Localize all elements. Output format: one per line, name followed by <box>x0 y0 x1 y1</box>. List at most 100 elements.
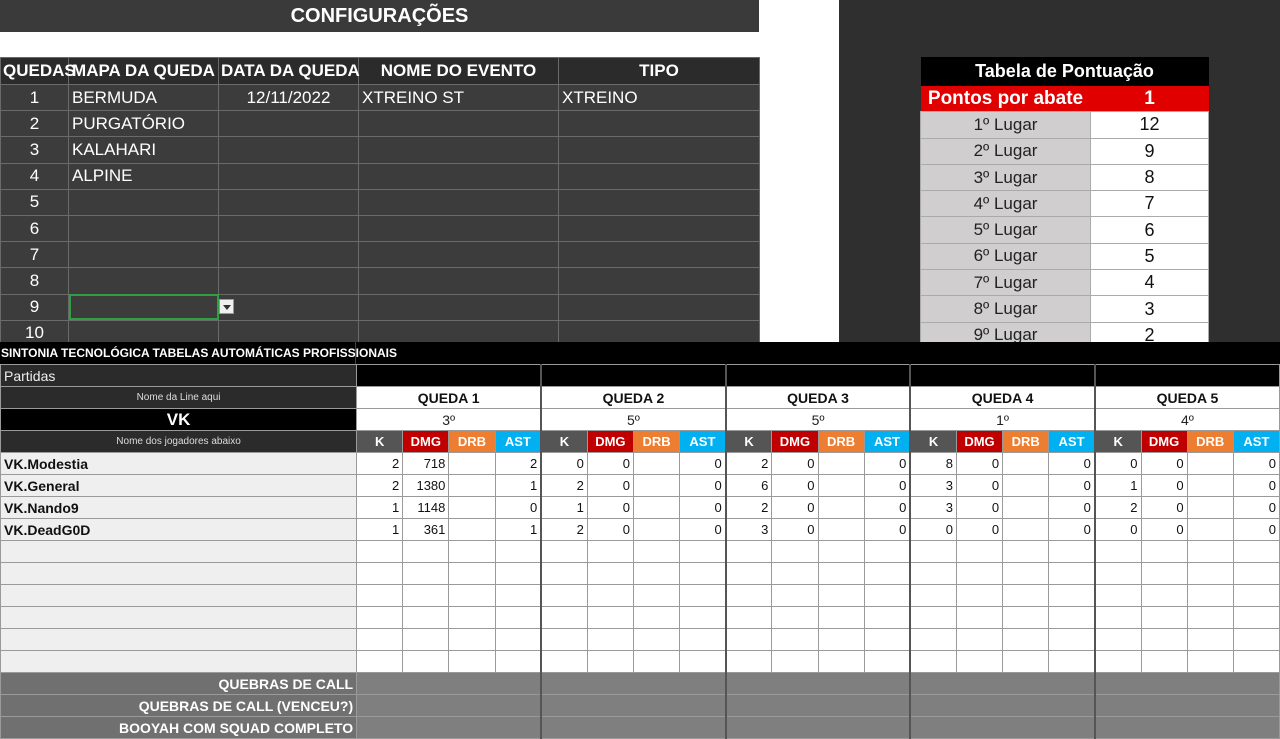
footer-cell[interactable] <box>724 672 911 695</box>
stat-cell[interactable] <box>632 540 681 563</box>
stat-cell[interactable] <box>448 584 496 607</box>
player-drb[interactable] <box>632 496 681 519</box>
player-assists[interactable]: 0 <box>1048 496 1096 519</box>
player-kills[interactable]: 2 <box>724 496 773 519</box>
config-map-cell[interactable]: ALPINE <box>68 162 219 190</box>
player-kills[interactable]: 0 <box>540 452 588 475</box>
player-drb[interactable] <box>1002 452 1050 475</box>
stat-cell[interactable] <box>771 628 819 651</box>
player-drb[interactable] <box>448 452 496 475</box>
stat-cell[interactable] <box>1048 650 1096 673</box>
player-damage[interactable]: 0 <box>586 496 634 519</box>
place-points[interactable]: 5 <box>1090 242 1209 271</box>
player-kills[interactable]: 2 <box>356 474 404 497</box>
config-event-cell[interactable] <box>358 241 559 269</box>
stat-cell[interactable] <box>771 606 819 629</box>
player-name[interactable] <box>0 606 358 629</box>
stat-cell[interactable] <box>955 540 1004 563</box>
stat-cell[interactable] <box>448 606 496 629</box>
config-queda-number[interactable]: 9 <box>0 293 69 321</box>
player-drb[interactable] <box>1002 496 1050 519</box>
config-queda-number[interactable]: 2 <box>0 110 69 138</box>
stat-cell[interactable] <box>586 562 634 585</box>
stat-cell[interactable] <box>632 606 681 629</box>
stat-cell[interactable] <box>909 628 957 651</box>
stat-cell[interactable] <box>1140 606 1188 629</box>
player-assists[interactable]: 1 <box>494 474 542 497</box>
stat-cell[interactable] <box>1002 606 1050 629</box>
player-assists[interactable]: 0 <box>1232 474 1280 497</box>
stat-cell[interactable] <box>679 650 727 673</box>
player-drb[interactable] <box>817 452 865 475</box>
config-queda-number[interactable]: 7 <box>0 241 69 269</box>
stat-cell[interactable] <box>1232 540 1280 563</box>
player-assists[interactable]: 0 <box>679 452 727 475</box>
stat-cell[interactable] <box>586 628 634 651</box>
stat-cell[interactable] <box>540 650 588 673</box>
stat-cell[interactable] <box>1093 540 1142 563</box>
config-date-cell[interactable] <box>218 188 359 216</box>
stat-cell[interactable] <box>1093 584 1142 607</box>
player-name[interactable]: VK.Modestia <box>0 452 358 475</box>
header-quedas[interactable]: QUEDAS <box>0 57 76 85</box>
config-event-cell[interactable] <box>358 188 559 216</box>
stat-cell[interactable] <box>1186 650 1234 673</box>
player-kills[interactable]: 0 <box>1093 452 1142 475</box>
stat-cell[interactable] <box>632 650 681 673</box>
stat-cell[interactable] <box>1140 584 1188 607</box>
stat-cell[interactable] <box>909 584 957 607</box>
config-type-cell[interactable] <box>558 136 760 164</box>
stat-cell[interactable] <box>955 606 1004 629</box>
config-type-cell[interactable] <box>558 241 760 269</box>
player-drb[interactable] <box>448 474 496 497</box>
stat-cell[interactable] <box>679 606 727 629</box>
config-queda-number[interactable]: 1 <box>0 83 69 112</box>
stat-cell[interactable] <box>909 606 957 629</box>
stat-cell[interactable] <box>632 562 681 585</box>
stat-cell[interactable] <box>771 650 819 673</box>
footer-cell[interactable] <box>724 694 911 717</box>
player-kills[interactable]: 2 <box>540 518 588 541</box>
config-date-cell[interactable] <box>218 214 359 243</box>
stat-cell[interactable] <box>1093 606 1142 629</box>
player-drb[interactable] <box>448 518 496 541</box>
stat-cell[interactable] <box>586 540 634 563</box>
partida-cell[interactable] <box>724 364 911 387</box>
stat-cell[interactable] <box>586 584 634 607</box>
config-date-cell[interactable] <box>218 241 359 269</box>
stat-cell[interactable] <box>679 628 727 651</box>
player-assists[interactable]: 0 <box>863 518 911 541</box>
player-name[interactable] <box>0 562 358 585</box>
config-queda-number[interactable]: 5 <box>0 188 69 216</box>
stat-cell[interactable] <box>540 540 588 563</box>
player-kills[interactable]: 1 <box>356 496 404 519</box>
place-points[interactable]: 12 <box>1090 111 1209 139</box>
stat-cell[interactable] <box>494 628 542 651</box>
config-map-cell[interactable] <box>68 267 219 295</box>
stat-cell[interactable] <box>679 562 727 585</box>
stat-cell[interactable] <box>1002 562 1050 585</box>
stat-cell[interactable] <box>955 584 1004 607</box>
stat-cell[interactable] <box>1093 650 1142 673</box>
stat-cell[interactable] <box>1048 584 1096 607</box>
place-label[interactable]: 5º Lugar <box>920 216 1091 244</box>
place-points[interactable]: 7 <box>1090 190 1209 218</box>
player-drb[interactable] <box>817 496 865 519</box>
stat-cell[interactable] <box>494 562 542 585</box>
stat-cell[interactable] <box>909 540 957 563</box>
stat-cell[interactable] <box>724 650 773 673</box>
stat-cell[interactable] <box>955 628 1004 651</box>
stat-cell[interactable] <box>1002 540 1050 563</box>
config-type-cell[interactable] <box>558 188 760 216</box>
stat-cell[interactable] <box>817 562 865 585</box>
player-damage[interactable]: 0 <box>955 518 1004 541</box>
player-damage[interactable]: 0 <box>586 474 634 497</box>
stat-cell[interactable] <box>402 562 450 585</box>
stat-cell[interactable] <box>863 606 911 629</box>
stat-cell[interactable] <box>1048 540 1096 563</box>
stat-cell[interactable] <box>632 584 681 607</box>
config-map-cell[interactable] <box>68 188 219 216</box>
place-points[interactable]: 6 <box>1090 216 1209 244</box>
stat-cell[interactable] <box>863 562 911 585</box>
stat-cell[interactable] <box>1232 562 1280 585</box>
